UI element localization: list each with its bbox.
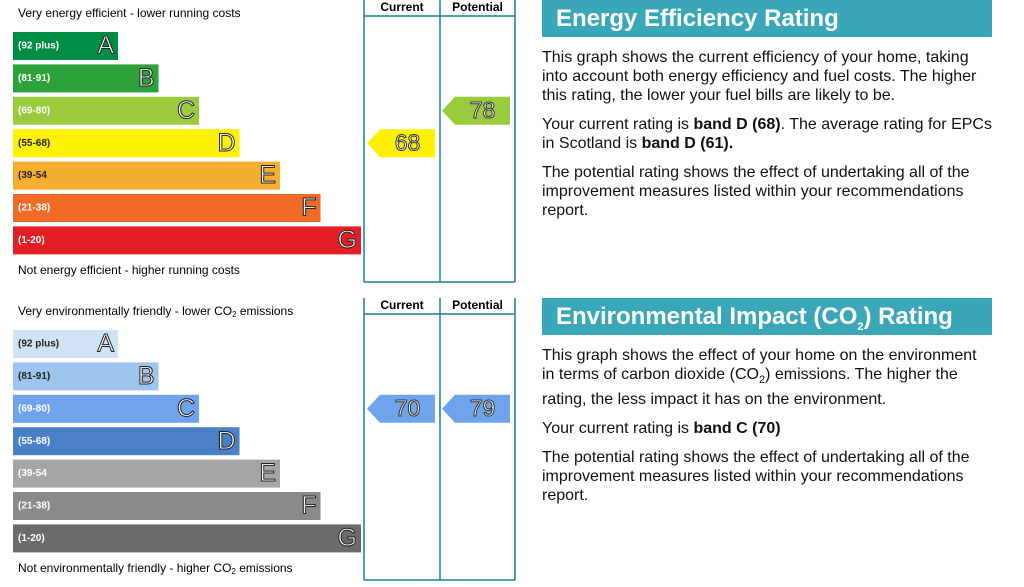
- column-header: Potential: [452, 298, 503, 312]
- band-bar: [13, 459, 280, 488]
- label: Very energy efficient - lower running co…: [18, 6, 241, 20]
- band-bar: [13, 362, 159, 391]
- band-range: (21-38): [18, 501, 50, 512]
- text-run: This graph shows the current efficiency …: [542, 49, 977, 104]
- subscript: 2: [758, 374, 766, 387]
- band-bar: [13, 64, 159, 93]
- band-letter: D: [217, 427, 235, 455]
- text-run: The potential rating shows the effect of…: [542, 164, 970, 219]
- rating-arrow: [367, 129, 435, 158]
- band-letter: A: [97, 32, 114, 60]
- band-range: (1-20): [18, 533, 45, 544]
- text-run: . The average rating for EPCs in Scotlan…: [542, 116, 992, 152]
- band-range: (1-20): [18, 235, 45, 246]
- band-letter: B: [138, 64, 155, 92]
- band-range: (92 plus): [18, 339, 59, 350]
- band-range: (21-38): [18, 203, 50, 214]
- band-letter: G: [338, 524, 357, 552]
- band-letter: C: [177, 96, 195, 124]
- label: Not environmentally friendly - higher CO…: [18, 561, 293, 576]
- text-run: Your current rating is: [542, 116, 694, 133]
- rating-value: 79: [470, 395, 496, 421]
- band-letter: A: [97, 330, 114, 358]
- band-range: (39-54: [18, 170, 47, 181]
- text-run: ) emissions. The higher the rating, the …: [542, 366, 958, 409]
- rating-value: 70: [395, 395, 421, 421]
- band-bar: [13, 492, 321, 520]
- text-run: band C (70): [693, 420, 781, 438]
- column-header: Potential: [452, 0, 503, 14]
- band-letter: G: [338, 226, 357, 254]
- text-run: Not energy efficient - higher running co…: [18, 263, 240, 277]
- paragraphs: This graph shows the effect of your home…: [542, 346, 992, 515]
- paragraph: Your current rating is band D (68). The …: [542, 115, 992, 153]
- band-bar: [13, 96, 199, 125]
- rating-value: 78: [470, 97, 496, 123]
- rating-arrow: [367, 394, 435, 423]
- band-letter: E: [259, 459, 276, 487]
- paragraph: This graph shows the effect of your home…: [542, 346, 992, 409]
- column-header: Current: [380, 298, 423, 312]
- band-range: (39-54: [18, 468, 47, 479]
- band-letter: C: [177, 394, 195, 422]
- band-range: (55-68): [18, 138, 50, 149]
- band-letter: E: [259, 161, 276, 189]
- subscript: 2: [232, 310, 237, 319]
- text-run: band D (61).: [641, 135, 734, 152]
- band-bar: [13, 129, 240, 158]
- label: Very environmentally friendly - lower CO…: [18, 304, 293, 319]
- band-letter: D: [217, 129, 235, 157]
- band-range: (92 plus): [18, 41, 59, 52]
- text-run: Very environmentally friendly - lower CO: [18, 304, 232, 318]
- band-letter: F: [301, 194, 316, 222]
- band-bar: [13, 161, 280, 190]
- text-run: This graph shows the effect of your home…: [542, 347, 977, 383]
- band-letter: B: [138, 362, 155, 390]
- panel-heading: Environmental Impact (CO2) Rating: [542, 298, 992, 335]
- band-bar: [13, 194, 321, 222]
- paragraph: The potential rating shows the effect of…: [542, 448, 992, 505]
- column-header: Current: [380, 0, 423, 14]
- rating-value: 68: [395, 129, 421, 155]
- band-bar: [13, 394, 199, 423]
- paragraph: Your current rating is band C (70): [542, 419, 992, 438]
- band-bar: [13, 330, 118, 358]
- text-run: The potential rating shows the effect of…: [542, 449, 970, 505]
- rating-arrow: [442, 96, 510, 125]
- band-range: (69-80): [18, 403, 50, 414]
- rating-arrow: [442, 394, 510, 423]
- paragraphs: This graph shows the current efficiency …: [542, 48, 992, 230]
- band-bar: [13, 226, 361, 255]
- text-run: emissions: [236, 561, 293, 575]
- band-range: (81-91): [18, 73, 50, 84]
- text-run: band D (68): [693, 116, 781, 133]
- band-letter: F: [301, 492, 316, 520]
- subscript: 2: [857, 320, 864, 333]
- band-bar: [13, 524, 361, 553]
- band-bar: [13, 427, 240, 456]
- band-range: (69-80): [18, 105, 50, 116]
- paragraph: This graph shows the current efficiency …: [542, 48, 992, 105]
- label: Not energy efficient - higher running co…: [18, 263, 240, 277]
- band-bar: [13, 32, 118, 60]
- text-run: Very energy efficient - lower running co…: [18, 6, 241, 20]
- subscript: 2: [231, 567, 236, 576]
- text-run: Not environmentally friendly - higher CO: [18, 561, 231, 575]
- text-run: ) Rating: [863, 303, 953, 330]
- text-run: Energy Efficiency Rating: [556, 5, 839, 32]
- paragraph: The potential rating shows the effect of…: [542, 163, 992, 220]
- band-range: (81-91): [18, 371, 50, 382]
- panel-heading: Energy Efficiency Rating: [542, 0, 992, 37]
- text-run: emissions: [237, 304, 294, 318]
- text-run: Your current rating is: [542, 420, 694, 438]
- text-run: Environmental Impact (CO: [556, 303, 858, 330]
- band-range: (55-68): [18, 436, 50, 447]
